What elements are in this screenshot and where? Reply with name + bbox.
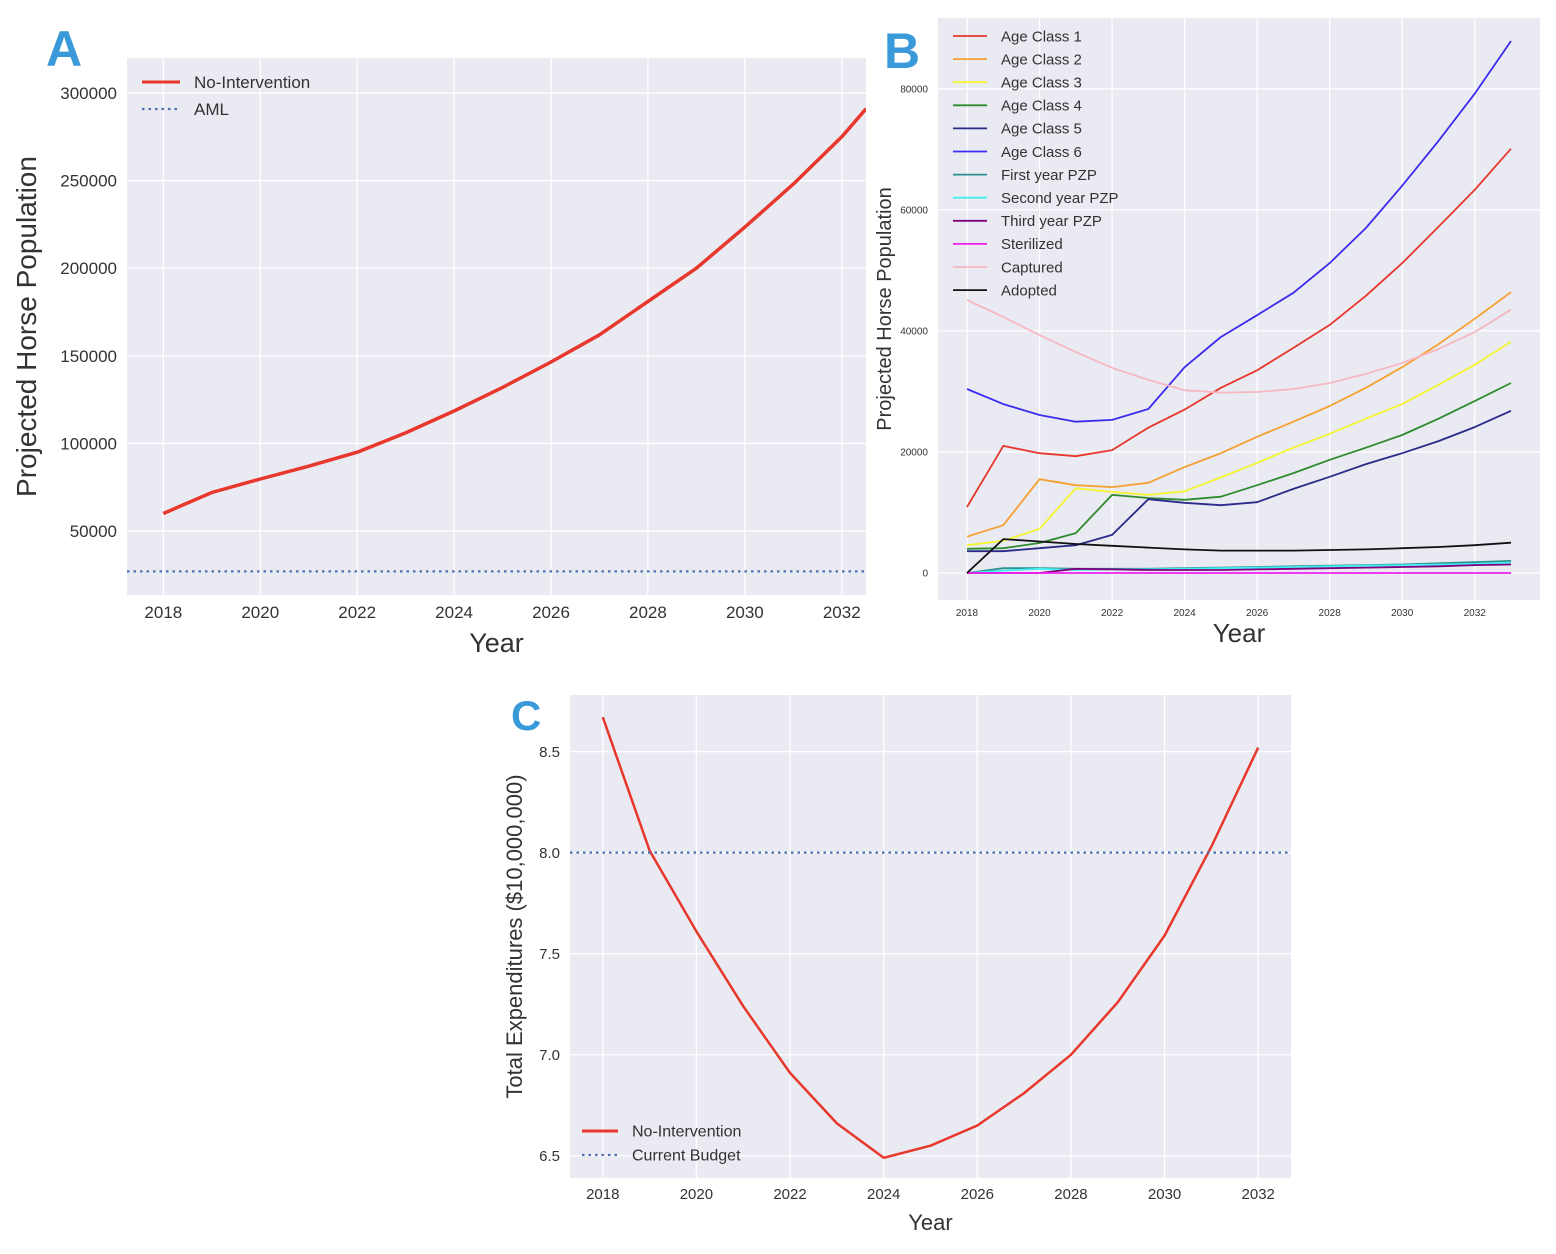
x-tick-label: 2018	[586, 1186, 619, 1203]
series-line-age-class-4	[966, 382, 1512, 550]
legend: Age Class 1 Age Class 2 Age Class 3 Age Cla…	[953, 28, 1119, 299]
x-axis-label: Year	[469, 628, 524, 658]
x-tick-label: 2026	[1246, 608, 1269, 619]
series-line-age-class-3	[966, 341, 1512, 547]
y-tick-label: 7.5	[539, 946, 560, 963]
legend-label: Captured	[1001, 259, 1063, 276]
series-line-third-year-pzp	[967, 563, 1512, 574]
x-tick-label: 2018	[956, 608, 979, 619]
x-tick-label: 2020	[1028, 608, 1051, 619]
legend-label: Third year PZP	[1001, 213, 1102, 230]
legend-label: Age Class 3	[1001, 74, 1082, 91]
legend-label: Age Class 1	[1001, 28, 1082, 45]
x-tick-label: 2024	[435, 603, 473, 622]
legend-label: AML	[194, 100, 229, 119]
legend-label: Adopted	[1001, 282, 1057, 299]
x-tick-label: 2026	[961, 1186, 994, 1203]
y-tick-label: 40000	[900, 326, 928, 337]
legend-label: First year PZP	[1001, 167, 1097, 184]
series-group	[966, 40, 1512, 574]
y-tick-label: 20000	[900, 447, 928, 458]
x-tick-label: 2026	[532, 603, 570, 622]
x-tick-label: 2030	[726, 603, 764, 622]
y-tick-label: 200000	[60, 259, 117, 278]
x-tick-label: 2022	[1101, 608, 1124, 619]
x-tick-label: 2030	[1391, 608, 1414, 619]
x-axis-label: Year	[908, 1210, 952, 1235]
y-tick-label: 80000	[900, 84, 928, 95]
series-group	[127, 107, 866, 573]
series-line-age-class-5	[967, 409, 1512, 553]
series-line-age-class-1	[966, 148, 1512, 508]
legend-label: Age Class 5	[1001, 121, 1082, 138]
x-tick-label: 2020	[241, 603, 279, 622]
panel-label: C	[511, 692, 541, 739]
legend-label: Current Budget	[632, 1148, 741, 1165]
series-line-no-intervention	[162, 107, 866, 516]
x-tick-label: 2028	[629, 603, 667, 622]
chart-panel-b: 2018 2020 2022 2024 2026 2028 2030 2032 0 20000 40…	[874, 18, 1540, 648]
series-line-second-year-pzp	[966, 561, 1512, 574]
series-group	[570, 716, 1291, 1160]
x-tick-label: 2032	[823, 603, 861, 622]
legend: No-Intervention AML	[142, 73, 310, 119]
series-line-age-class-6	[966, 40, 1512, 423]
x-tick-label: 2028	[1319, 608, 1342, 619]
legend-label: No-Intervention	[194, 73, 310, 92]
x-tick-label: 2024	[867, 1186, 900, 1203]
series-line-captured	[966, 299, 1512, 394]
x-tick-label: 2028	[1054, 1186, 1087, 1203]
y-axis-label: Projected Horse Population	[11, 156, 42, 497]
legend-label: Sterilized	[1001, 236, 1063, 253]
y-axis-label: Projected Horse Population	[874, 187, 896, 430]
legend-label: Age Class 4	[1001, 98, 1082, 115]
y-axis-label: Total Expenditures ($10,000,000)	[502, 774, 527, 1098]
chart-panel-a: 2018 2020 2022 2024 2026 2028 2030 2032 50000 100…	[11, 21, 866, 658]
series-line-no-intervention	[601, 716, 1260, 1160]
x-tick-label: 2022	[773, 1186, 806, 1203]
y-tick-label: 150000	[60, 347, 117, 366]
y-tick-label: 7.0	[539, 1047, 560, 1064]
y-tick-label: 100000	[60, 434, 117, 453]
legend: No-Intervention Current Budget	[582, 1124, 741, 1165]
y-tick-label: 250000	[60, 172, 117, 191]
x-tick-label: 2032	[1464, 608, 1487, 619]
y-tick-label: 60000	[900, 205, 928, 216]
x-tick-label: 2024	[1173, 608, 1196, 619]
x-tick-label: 2032	[1242, 1186, 1275, 1203]
chart-panel-c: 2018 2020 2022 2024 2026 2028 2030 2032 6.5 7.0 7.…	[502, 692, 1291, 1235]
y-tick-label: 6.5	[539, 1148, 560, 1165]
legend-label: Second year PZP	[1001, 190, 1119, 207]
x-axis-label: Year	[1213, 618, 1266, 648]
legend-label: Age Class 2	[1001, 51, 1082, 68]
plot-area	[127, 58, 866, 595]
series-line-adopted	[966, 538, 1512, 574]
panel-label: B	[884, 23, 920, 79]
y-tick-label: 8.0	[539, 845, 560, 862]
legend-label: No-Intervention	[632, 1124, 741, 1141]
legend-label: Age Class 6	[1001, 144, 1082, 161]
panel-label: A	[46, 21, 82, 77]
y-tick-label: 8.5	[539, 744, 560, 761]
plot-area	[570, 695, 1291, 1178]
x-tick-label: 2022	[338, 603, 376, 622]
x-tick-label: 2030	[1148, 1186, 1181, 1203]
x-tick-label: 2018	[144, 603, 182, 622]
x-tick-label: 2020	[680, 1186, 713, 1203]
y-tick-label: 0	[922, 569, 928, 580]
y-tick-label: 50000	[70, 522, 117, 541]
y-tick-label: 300000	[60, 84, 117, 103]
